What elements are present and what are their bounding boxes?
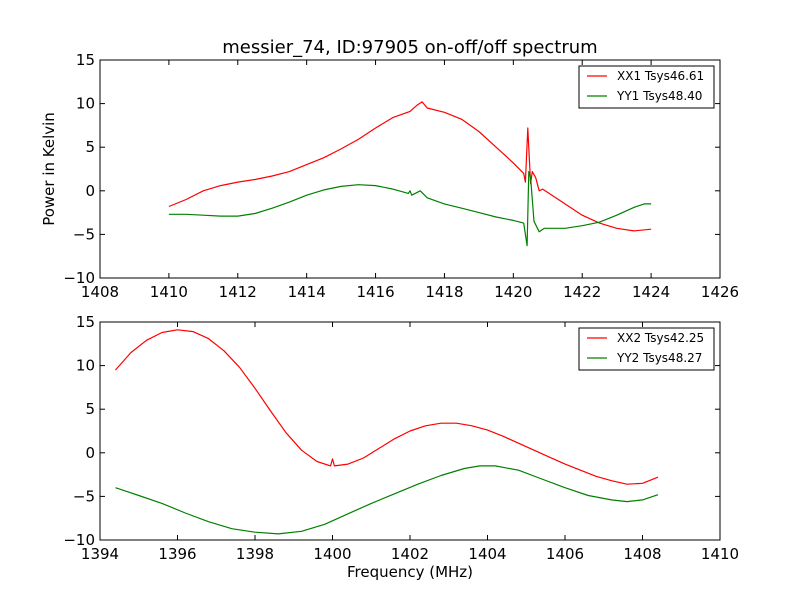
bottom-legend-box: [578, 327, 715, 371]
panel2-ytick-label: 5: [85, 400, 95, 418]
panel1-xtick-label: 1426: [701, 283, 739, 301]
panel2-xtick-label: 1410: [701, 545, 739, 563]
panel2-ytick-label: 15: [76, 313, 95, 331]
top-legend-box: [578, 65, 715, 109]
bottom-legend: XX2 Tsys42.25 YY2 Tsys48.27: [578, 327, 715, 371]
top-legend-xx1-label: XX1 Tsys46.61: [617, 69, 704, 83]
top-plot-area: 1408 1410 1412 1414 1416 1418 1420 1422 1424 1426…: [63, 51, 739, 301]
panel1-axes-frame: [99, 59, 721, 279]
panel1-ytick-label: 10: [76, 95, 95, 113]
bottom-legend-xx2-label: XX2 Tsys42.25: [617, 331, 704, 345]
panel2-series-1-line: [115, 329, 659, 485]
panel2-xtick-label: 1408: [623, 545, 661, 563]
panel1-series-1-line: [168, 101, 652, 232]
panel1-xtick-label: 1424: [632, 283, 670, 301]
panel2-ytick-label: −10: [63, 531, 95, 549]
panel2-series-2-line: [115, 465, 659, 535]
panel1-ytick-label: −10: [63, 269, 95, 287]
panel1-ytick-label: 15: [76, 51, 95, 69]
top-panel-ylabel: Power in Kelvin: [40, 112, 58, 226]
top-panel-title: messier_74, ID:97905 on-off/off spectrum: [222, 37, 597, 58]
panel1-xtick-label: 1416: [356, 283, 394, 301]
bottom-panel: 1394 1396 1398 1400 1402 1404 1406 1408 1410 −10 −…: [63, 313, 739, 581]
panel2-xtick-label: 1398: [236, 545, 274, 563]
panel2-xtick-label: 1394: [81, 545, 119, 563]
panel2-xtick-label: 1400: [313, 545, 351, 563]
panel1-xtick-label: 1418: [425, 283, 463, 301]
panel1-xtick-label: 1408: [81, 283, 119, 301]
panel1-ytick-label: 5: [85, 138, 95, 156]
bottom-plot-area: 1394 1396 1398 1400 1402 1404 1406 1408 1410 −10 −…: [63, 313, 739, 563]
panel2-ytick-label: 10: [76, 357, 95, 375]
top-legend: XX1 Tsys46.61 YY1 Tsys48.40: [578, 65, 715, 109]
panel2-xtick-label: 1406: [546, 545, 584, 563]
panel1-xtick-label: 1414: [288, 283, 326, 301]
panel1-ytick-label: 0: [85, 182, 95, 200]
panel1-xtick-label: 1410: [150, 283, 188, 301]
panel1-series-2-line: [168, 171, 652, 247]
bottom-panel-xlabel: Frequency (MHz): [347, 563, 473, 581]
panel2-ytick-label: 0: [85, 444, 95, 462]
top-panel: messier_74, ID:97905 on-off/off spectrum…: [40, 37, 739, 301]
panel2-ytick-label: −5: [73, 487, 95, 505]
panel1-xtick-label: 1422: [563, 283, 601, 301]
panel2-xtick-label: 1396: [158, 545, 196, 563]
bottom-legend-yy2-label: YY2 Tsys48.27: [616, 351, 702, 365]
panel1-xtick-label: 1412: [219, 283, 257, 301]
top-legend-yy1-label: YY1 Tsys48.40: [616, 89, 702, 103]
panel2-xtick-label: 1404: [468, 545, 506, 563]
panel1-xtick-label: 1420: [494, 283, 532, 301]
panel1-ytick-label: −5: [73, 225, 95, 243]
panel2-xtick-label: 1402: [391, 545, 429, 563]
